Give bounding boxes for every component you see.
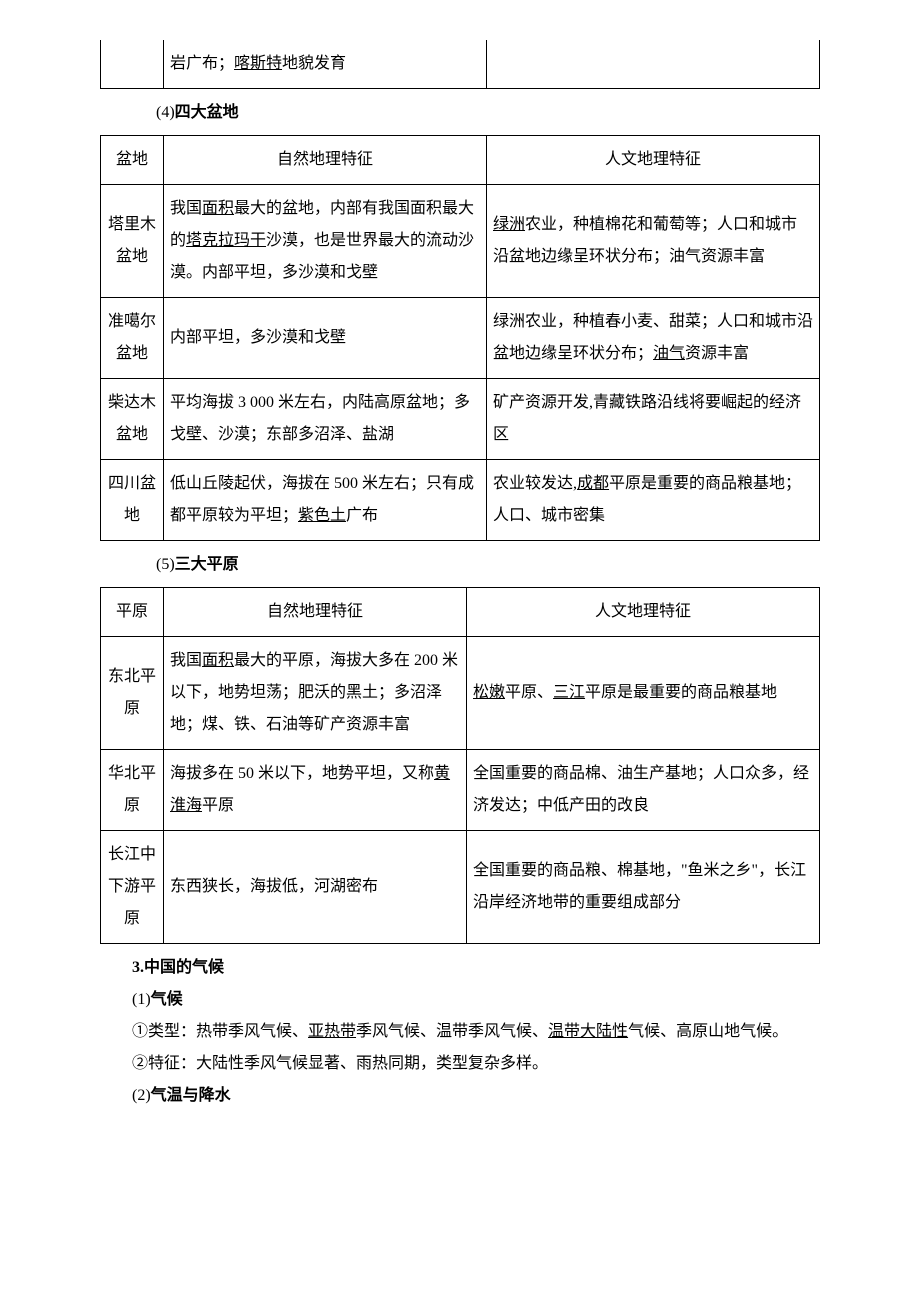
underlined-text: 成都 [577, 475, 609, 492]
human-feature-cell: 全国重要的商品棉、油生产基地；人口众多，经济发达；中低产田的改良 [467, 750, 820, 831]
p1-mid: 季风气候、温带季风气候、 [356, 1023, 548, 1040]
text: 平原是最重要的商品粮基地 [585, 684, 777, 701]
heading-plains: (5)三大平原 [156, 549, 820, 581]
p1-u2: 温带大陆性 [548, 1023, 628, 1040]
heading-basins-num: (4) [156, 104, 175, 121]
table-row: 柴达木盆地平均海拔 3 000 米左右，内陆高原盆地；多戈壁、沙漠；东部多沼泽、… [101, 379, 820, 460]
basins-header-row: 盆地 自然地理特征 人文地理特征 [101, 136, 820, 185]
text: 全国重要的商品粮、棉基地，"鱼米之乡"，长江沿岸经济地带的重要组成部分 [473, 862, 806, 911]
basins-th-0: 盆地 [101, 136, 164, 185]
heading-climate-1-text: 气候 [151, 991, 183, 1008]
heading-plains-num: (5) [156, 556, 175, 573]
text: 农业较发达, [493, 475, 577, 492]
human-feature-cell: 绿洲农业，种植春小麦、甜菜；人口和城市沿盆地边缘呈环状分布；油气资源丰富 [487, 298, 820, 379]
row-name-cell: 华北平原 [101, 750, 164, 831]
row-name-cell: 四川盆地 [101, 460, 164, 541]
heading-climate-2: (2)气温与降水 [100, 1080, 820, 1112]
underlined-text: 面积 [202, 652, 234, 669]
table-row: 长江中下游平原东西狭长，海拔低，河湖密布 全国重要的商品粮、棉基地，"鱼米之乡"，… [101, 831, 820, 944]
row-name-cell: 长江中下游平原 [101, 831, 164, 944]
frag-cell-2: 岩广布；喀斯特地貌发育 [164, 40, 487, 89]
plains-th-1: 自然地理特征 [164, 588, 467, 637]
text: 广布 [346, 507, 378, 524]
p1-pre: ①类型：热带季风气候、 [132, 1023, 308, 1040]
underlined-text: 松嫩 [473, 684, 505, 701]
human-feature-cell: 绿洲农业，种植棉花和葡萄等；人口和城市沿盆地边缘呈环状分布；油气资源丰富 [487, 185, 820, 298]
underlined-text: 油气 [653, 345, 685, 362]
basins-th-1: 自然地理特征 [164, 136, 487, 185]
row-name-cell: 塔里木盆地 [101, 185, 164, 298]
heading-climate: 3.中国的气候 [100, 952, 820, 984]
plains-table: 平原 自然地理特征 人文地理特征 东北平原我国面积最大的平原，海拔大多在 200… [100, 587, 820, 944]
human-feature-cell: 农业较发达,成都平原是重要的商品粮基地；人口、城市密集 [487, 460, 820, 541]
human-feature-cell: 全国重要的商品粮、棉基地，"鱼米之乡"，长江沿岸经济地带的重要组成部分 [467, 831, 820, 944]
text: 农业，种植棉花和葡萄等；人口和城市沿盆地边缘呈环状分布；油气资源丰富 [493, 216, 797, 265]
text: 资源丰富 [685, 345, 749, 362]
plains-th-0: 平原 [101, 588, 164, 637]
underlined-text: 绿洲 [493, 216, 525, 233]
table-row: 东北平原我国面积最大的平原，海拔大多在 200 米以下，地势坦荡；肥沃的黑土；多… [101, 637, 820, 750]
frag-cell-3 [487, 40, 820, 89]
human-feature-cell: 松嫩平原、三江平原是最重要的商品粮基地 [467, 637, 820, 750]
heading-climate-2-num: (2) [132, 1087, 151, 1104]
table-row: 塔里木盆地我国面积最大的盆地，内部有我国面积最大的塔克拉玛干沙漠，也是世界最大的… [101, 185, 820, 298]
underlined-text: 面积 [202, 200, 234, 217]
heading-climate-1-num: (1) [132, 991, 151, 1008]
para-climate-types: ①类型：热带季风气候、亚热带季风气候、温带季风气候、温带大陆性气候、高原山地气候… [100, 1016, 820, 1048]
text: 我国 [170, 200, 202, 217]
text: 全国重要的商品棉、油生产基地；人口众多，经济发达；中低产田的改良 [473, 765, 809, 814]
frag-c2-post: 地貌发育 [282, 55, 346, 72]
natural-feature-cell: 平均海拔 3 000 米左右，内陆高原盆地；多戈壁、沙漠；东部多沼泽、盐湖 [164, 379, 487, 460]
frag-c2-pre: 岩广布； [170, 55, 234, 72]
heading-climate-1: (1)气候 [100, 984, 820, 1016]
p1-post: 气候、高原山地气候。 [628, 1023, 788, 1040]
text: 矿产资源开发,青藏铁路沿线将要崛起的经济区 [493, 394, 801, 443]
frag-c2-u: 喀斯特 [234, 55, 282, 72]
row-name-cell: 东北平原 [101, 637, 164, 750]
basins-table: 盆地 自然地理特征 人文地理特征 塔里木盆地我国面积最大的盆地，内部有我国面积最… [100, 135, 820, 541]
heading-climate-2-text: 气温与降水 [151, 1087, 231, 1104]
text: 东西狭长，海拔低，河湖密布 [170, 878, 378, 895]
text: 平原、 [505, 684, 553, 701]
row-name-cell: 准噶尔盆地 [101, 298, 164, 379]
prev-table-fragment: 岩广布；喀斯特地貌发育 [100, 40, 820, 89]
row-name-cell: 柴达木盆地 [101, 379, 164, 460]
heading-basins: (4)四大盆地 [156, 97, 820, 129]
natural-feature-cell: 我国面积最大的盆地，内部有我国面积最大的塔克拉玛干沙漠，也是世界最大的流动沙漠。… [164, 185, 487, 298]
table-row: 四川盆地低山丘陵起伏，海拔在 500 米左右；只有成都平原较为平坦；紫色土广布农… [101, 460, 820, 541]
text: 平原 [202, 797, 234, 814]
text: 海拔多在 50 米以下，地势平坦，又称 [170, 765, 434, 782]
table-row: 准噶尔盆地内部平坦，多沙漠和戈壁 绿洲农业，种植春小麦、甜菜；人口和城市沿盆地边缘… [101, 298, 820, 379]
natural-feature-cell: 东西狭长，海拔低，河湖密布 [164, 831, 467, 944]
text: 内部平坦，多沙漠和戈壁 [170, 329, 346, 346]
plains-header-row: 平原 自然地理特征 人文地理特征 [101, 588, 820, 637]
human-feature-cell: 矿产资源开发,青藏铁路沿线将要崛起的经济区 [487, 379, 820, 460]
underlined-text: 塔克拉玛干 [186, 232, 266, 249]
table-row: 华北平原海拔多在 50 米以下，地势平坦，又称黄淮海平原全国重要的商品棉、油生产… [101, 750, 820, 831]
text: 平均海拔 3 000 米左右，内陆高原盆地；多戈壁、沙漠；东部多沼泽、盐湖 [170, 394, 470, 443]
natural-feature-cell: 内部平坦，多沙漠和戈壁 [164, 298, 487, 379]
para-climate-features: ②特征：大陆性季风气候显著、雨热同期，类型复杂多样。 [100, 1048, 820, 1080]
heading-climate-text: 3.中国的气候 [132, 959, 224, 976]
text: 我国 [170, 652, 202, 669]
basins-th-2: 人文地理特征 [487, 136, 820, 185]
natural-feature-cell: 我国面积最大的平原，海拔大多在 200 米以下，地势坦荡；肥沃的黑土；多沼泽地；… [164, 637, 467, 750]
natural-feature-cell: 低山丘陵起伏，海拔在 500 米左右；只有成都平原较为平坦；紫色土广布 [164, 460, 487, 541]
frag-cell-1 [101, 40, 164, 89]
underlined-text: 紫色土 [298, 507, 346, 524]
heading-basins-text: 四大盆地 [175, 104, 239, 121]
heading-plains-text: 三大平原 [175, 556, 239, 573]
p1-u1: 亚热带 [308, 1023, 356, 1040]
plains-th-2: 人文地理特征 [467, 588, 820, 637]
natural-feature-cell: 海拔多在 50 米以下，地势平坦，又称黄淮海平原 [164, 750, 467, 831]
underlined-text: 三江 [553, 684, 585, 701]
